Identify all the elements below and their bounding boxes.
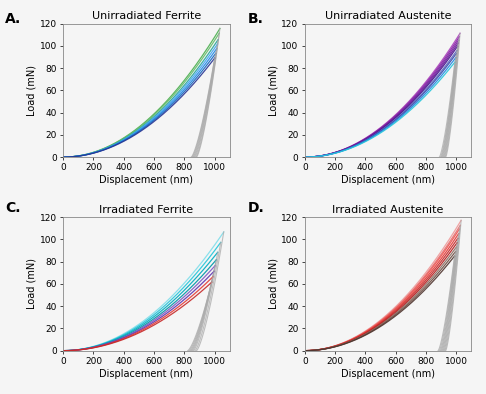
Text: C.: C.: [5, 201, 20, 215]
Title: Irradiated Ferrite: Irradiated Ferrite: [100, 205, 193, 215]
Text: A.: A.: [5, 12, 21, 26]
Y-axis label: Load (mN): Load (mN): [27, 65, 37, 116]
X-axis label: Displacement (nm): Displacement (nm): [100, 369, 193, 379]
Text: B.: B.: [248, 12, 264, 26]
Title: Unirradiated Ferrite: Unirradiated Ferrite: [92, 11, 201, 22]
X-axis label: Displacement (nm): Displacement (nm): [100, 175, 193, 185]
Y-axis label: Load (mN): Load (mN): [27, 258, 37, 309]
X-axis label: Displacement (nm): Displacement (nm): [341, 175, 435, 185]
Title: Irradiated Austenite: Irradiated Austenite: [332, 205, 444, 215]
Y-axis label: Load (mN): Load (mN): [268, 65, 278, 116]
Title: Unirradiated Austenite: Unirradiated Austenite: [325, 11, 451, 22]
Y-axis label: Load (mN): Load (mN): [268, 258, 278, 309]
X-axis label: Displacement (nm): Displacement (nm): [341, 369, 435, 379]
Text: D.: D.: [248, 201, 264, 215]
